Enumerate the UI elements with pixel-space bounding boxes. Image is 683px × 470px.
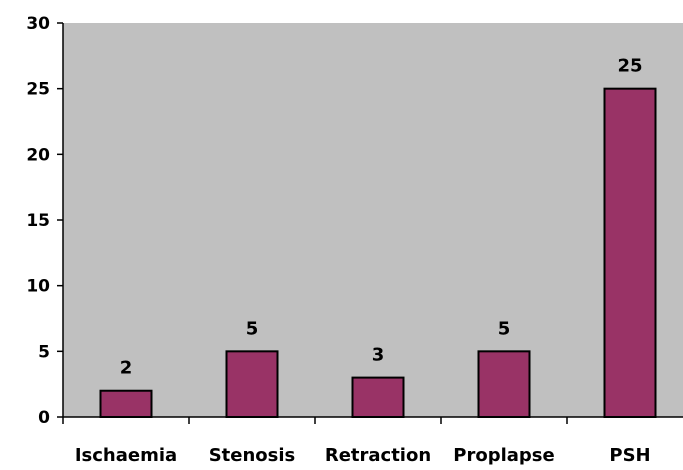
data-label-stenosis: 5 bbox=[246, 318, 259, 339]
category-label-ischaemia: Ischaemia bbox=[75, 445, 177, 466]
y-axis: 0 5 10 15 20 25 30 bbox=[26, 14, 64, 428]
data-label-retraction: 3 bbox=[372, 345, 385, 366]
plot-area bbox=[63, 23, 683, 417]
bar-retraction bbox=[351, 376, 405, 419]
y-tick-label: 10 bbox=[26, 277, 50, 297]
category-label-retraction: Retraction bbox=[325, 445, 431, 466]
y-tick-label: 5 bbox=[38, 342, 50, 362]
bar-ischaemia bbox=[99, 389, 153, 419]
bar-proplapse bbox=[477, 350, 531, 419]
bars bbox=[99, 87, 657, 419]
bar-stenosis bbox=[225, 350, 279, 419]
y-tick-label: 15 bbox=[26, 211, 50, 231]
y-tick-label: 20 bbox=[26, 145, 50, 165]
category-label-stenosis: Stenosis bbox=[209, 445, 296, 466]
x-axis: Ischaemia Stenosis Retraction Proplapse PSH bbox=[62, 416, 683, 466]
y-tick-label: 30 bbox=[26, 14, 50, 34]
data-label-proplapse: 5 bbox=[498, 318, 511, 339]
bar-psh bbox=[603, 87, 657, 419]
y-tick-label: 25 bbox=[26, 80, 50, 100]
data-label-ischaemia: 2 bbox=[120, 358, 133, 379]
y-tick-label: 0 bbox=[38, 408, 50, 428]
category-label-psh: PSH bbox=[609, 445, 650, 466]
data-label-psh: 25 bbox=[617, 56, 642, 77]
category-label-proplapse: Proplapse bbox=[453, 445, 554, 466]
